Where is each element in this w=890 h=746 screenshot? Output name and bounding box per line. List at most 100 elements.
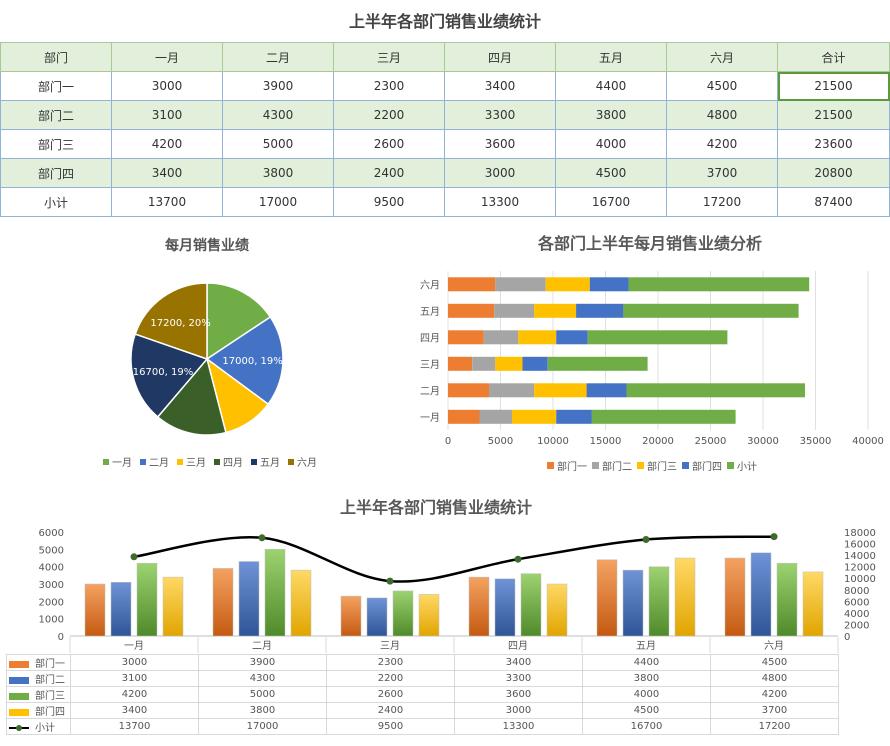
table-header-cell[interactable]: 五月: [555, 42, 667, 72]
legend-swatch: [682, 462, 689, 469]
table-cell[interactable]: 4500: [555, 158, 667, 188]
table-cell[interactable]: 部门二: [0, 100, 112, 130]
table-cell: 小计: [6, 718, 71, 735]
table-cell[interactable]: 4500: [666, 71, 778, 101]
combo-bar: [468, 576, 490, 637]
table-cell: 3800: [198, 702, 327, 719]
table-cell: 3600: [454, 686, 583, 703]
bar-segment: [495, 277, 546, 292]
table-cell[interactable]: 3000: [444, 158, 556, 188]
table-cell: 3400: [454, 654, 583, 671]
total-line-marker: [130, 553, 138, 561]
combo-chart-title: 上半年各部门销售业绩统计: [340, 498, 532, 517]
table-header-cell[interactable]: 四月: [444, 42, 556, 72]
table-cell[interactable]: 3800: [555, 100, 667, 130]
bar-segment: [623, 303, 799, 318]
table-cell: 4400: [582, 654, 711, 671]
pie-slice: [130, 333, 209, 418]
table-cell[interactable]: 2400: [333, 158, 445, 188]
table-cell[interactable]: 3600: [444, 129, 556, 159]
x-tick-label: 0: [445, 436, 451, 447]
combo-bar: [622, 569, 644, 637]
pie-slice: [134, 282, 208, 361]
table-cell: 4200: [710, 686, 839, 703]
table-cell[interactable]: 2200: [333, 100, 445, 130]
x-tick-label: 三月: [380, 640, 400, 652]
table-cell[interactable]: 9500: [333, 187, 445, 217]
y-tick-label: 五月: [420, 306, 440, 318]
table-cell[interactable]: 23600: [777, 129, 890, 159]
table-cell[interactable]: 20800: [777, 158, 890, 188]
table-row: 小计 13700 17000 9500 13300 16700 17200 87…: [0, 187, 890, 217]
table-cell[interactable]: 4000: [555, 129, 667, 159]
table-header-cell[interactable]: 一月: [111, 42, 223, 72]
table-header-cell[interactable]: 部门: [0, 42, 112, 72]
bar-segment: [576, 303, 624, 318]
table-cell: 3900: [198, 654, 327, 671]
y-tick-label: 2000: [39, 597, 64, 608]
table-cell[interactable]: 4200: [111, 129, 223, 159]
x-tick-label: 10000: [537, 436, 569, 447]
table-cell: 部门三: [6, 686, 71, 703]
table-cell[interactable]: 87400: [777, 187, 890, 217]
table-cell: 部门一: [6, 654, 71, 671]
combo-bar: [290, 569, 312, 637]
x-tick-label: 25000: [695, 436, 727, 447]
table-header-cell[interactable]: 二月: [222, 42, 334, 72]
table-cell[interactable]: 3300: [444, 100, 556, 130]
selected-cell[interactable]: 21500: [777, 71, 890, 101]
bar-segment: [586, 383, 627, 398]
table-header-cell[interactable]: 三月: [333, 42, 445, 72]
total-line: [133, 535, 775, 583]
bar-segment: [545, 277, 590, 292]
table-cell[interactable]: 3800: [222, 158, 334, 188]
table-cell[interactable]: 2300: [333, 71, 445, 101]
table-cell[interactable]: 3100: [111, 100, 223, 130]
legend-swatch: [9, 692, 29, 700]
table-cell: 4500: [710, 654, 839, 671]
table-cell: 3100: [70, 670, 199, 687]
table-cell[interactable]: 部门四: [0, 158, 112, 188]
table-cell[interactable]: 小计: [0, 187, 112, 217]
combo-bar: [546, 583, 568, 637]
table-cell[interactable]: 部门三: [0, 129, 112, 159]
bar-segment: [448, 409, 480, 424]
table-cell[interactable]: 16700: [555, 187, 667, 217]
combo-bar: [366, 597, 388, 637]
bar-segment: [534, 383, 587, 398]
table-cell[interactable]: 3400: [111, 158, 223, 188]
table-header-cell[interactable]: 合计: [777, 42, 890, 72]
stacked-bar-chart: 各部门上半年每月销售业绩分析 0 5000 10000 15000 20000 25000 3…: [420, 234, 884, 473]
table-row: 部门二 3100 4300 2200 3300 3800 4800 21500: [0, 100, 890, 130]
table-cell[interactable]: 17000: [222, 187, 334, 217]
table-cell[interactable]: 13300: [444, 187, 556, 217]
table-cell[interactable]: 3400: [444, 71, 556, 101]
pie-slice: [206, 282, 272, 361]
table-cell[interactable]: 3900: [222, 71, 334, 101]
table-cell[interactable]: 2600: [333, 129, 445, 159]
legend-line-swatch: [9, 725, 29, 731]
table-cell: 4800: [710, 670, 839, 687]
table-cell: 3700: [710, 702, 839, 719]
table-cell[interactable]: 4400: [555, 71, 667, 101]
report-title: 上半年各部门销售业绩统计: [348, 12, 541, 31]
y2-tick-label: 8000: [844, 586, 869, 597]
table-cell[interactable]: 3000: [111, 71, 223, 101]
table-cell[interactable]: 部门一: [0, 71, 112, 101]
table-cell[interactable]: 17200: [666, 187, 778, 217]
pie-slice: [205, 315, 284, 406]
table-cell[interactable]: 13700: [111, 187, 223, 217]
table-cell[interactable]: 5000: [222, 129, 334, 159]
table-cell: 3300: [454, 670, 583, 687]
bar-segment: [626, 383, 805, 398]
table-cell[interactable]: 4200: [666, 129, 778, 159]
legend-swatch: [9, 676, 29, 684]
table-cell[interactable]: 4300: [222, 100, 334, 130]
total-line-marker: [386, 577, 394, 585]
table-cell[interactable]: 4800: [666, 100, 778, 130]
table-cell[interactable]: 21500: [777, 100, 890, 130]
bar-segment: [448, 277, 496, 292]
table-header-cell[interactable]: 六月: [666, 42, 778, 72]
table-cell[interactable]: 3700: [666, 158, 778, 188]
y-tick-label: 一月: [420, 412, 440, 424]
